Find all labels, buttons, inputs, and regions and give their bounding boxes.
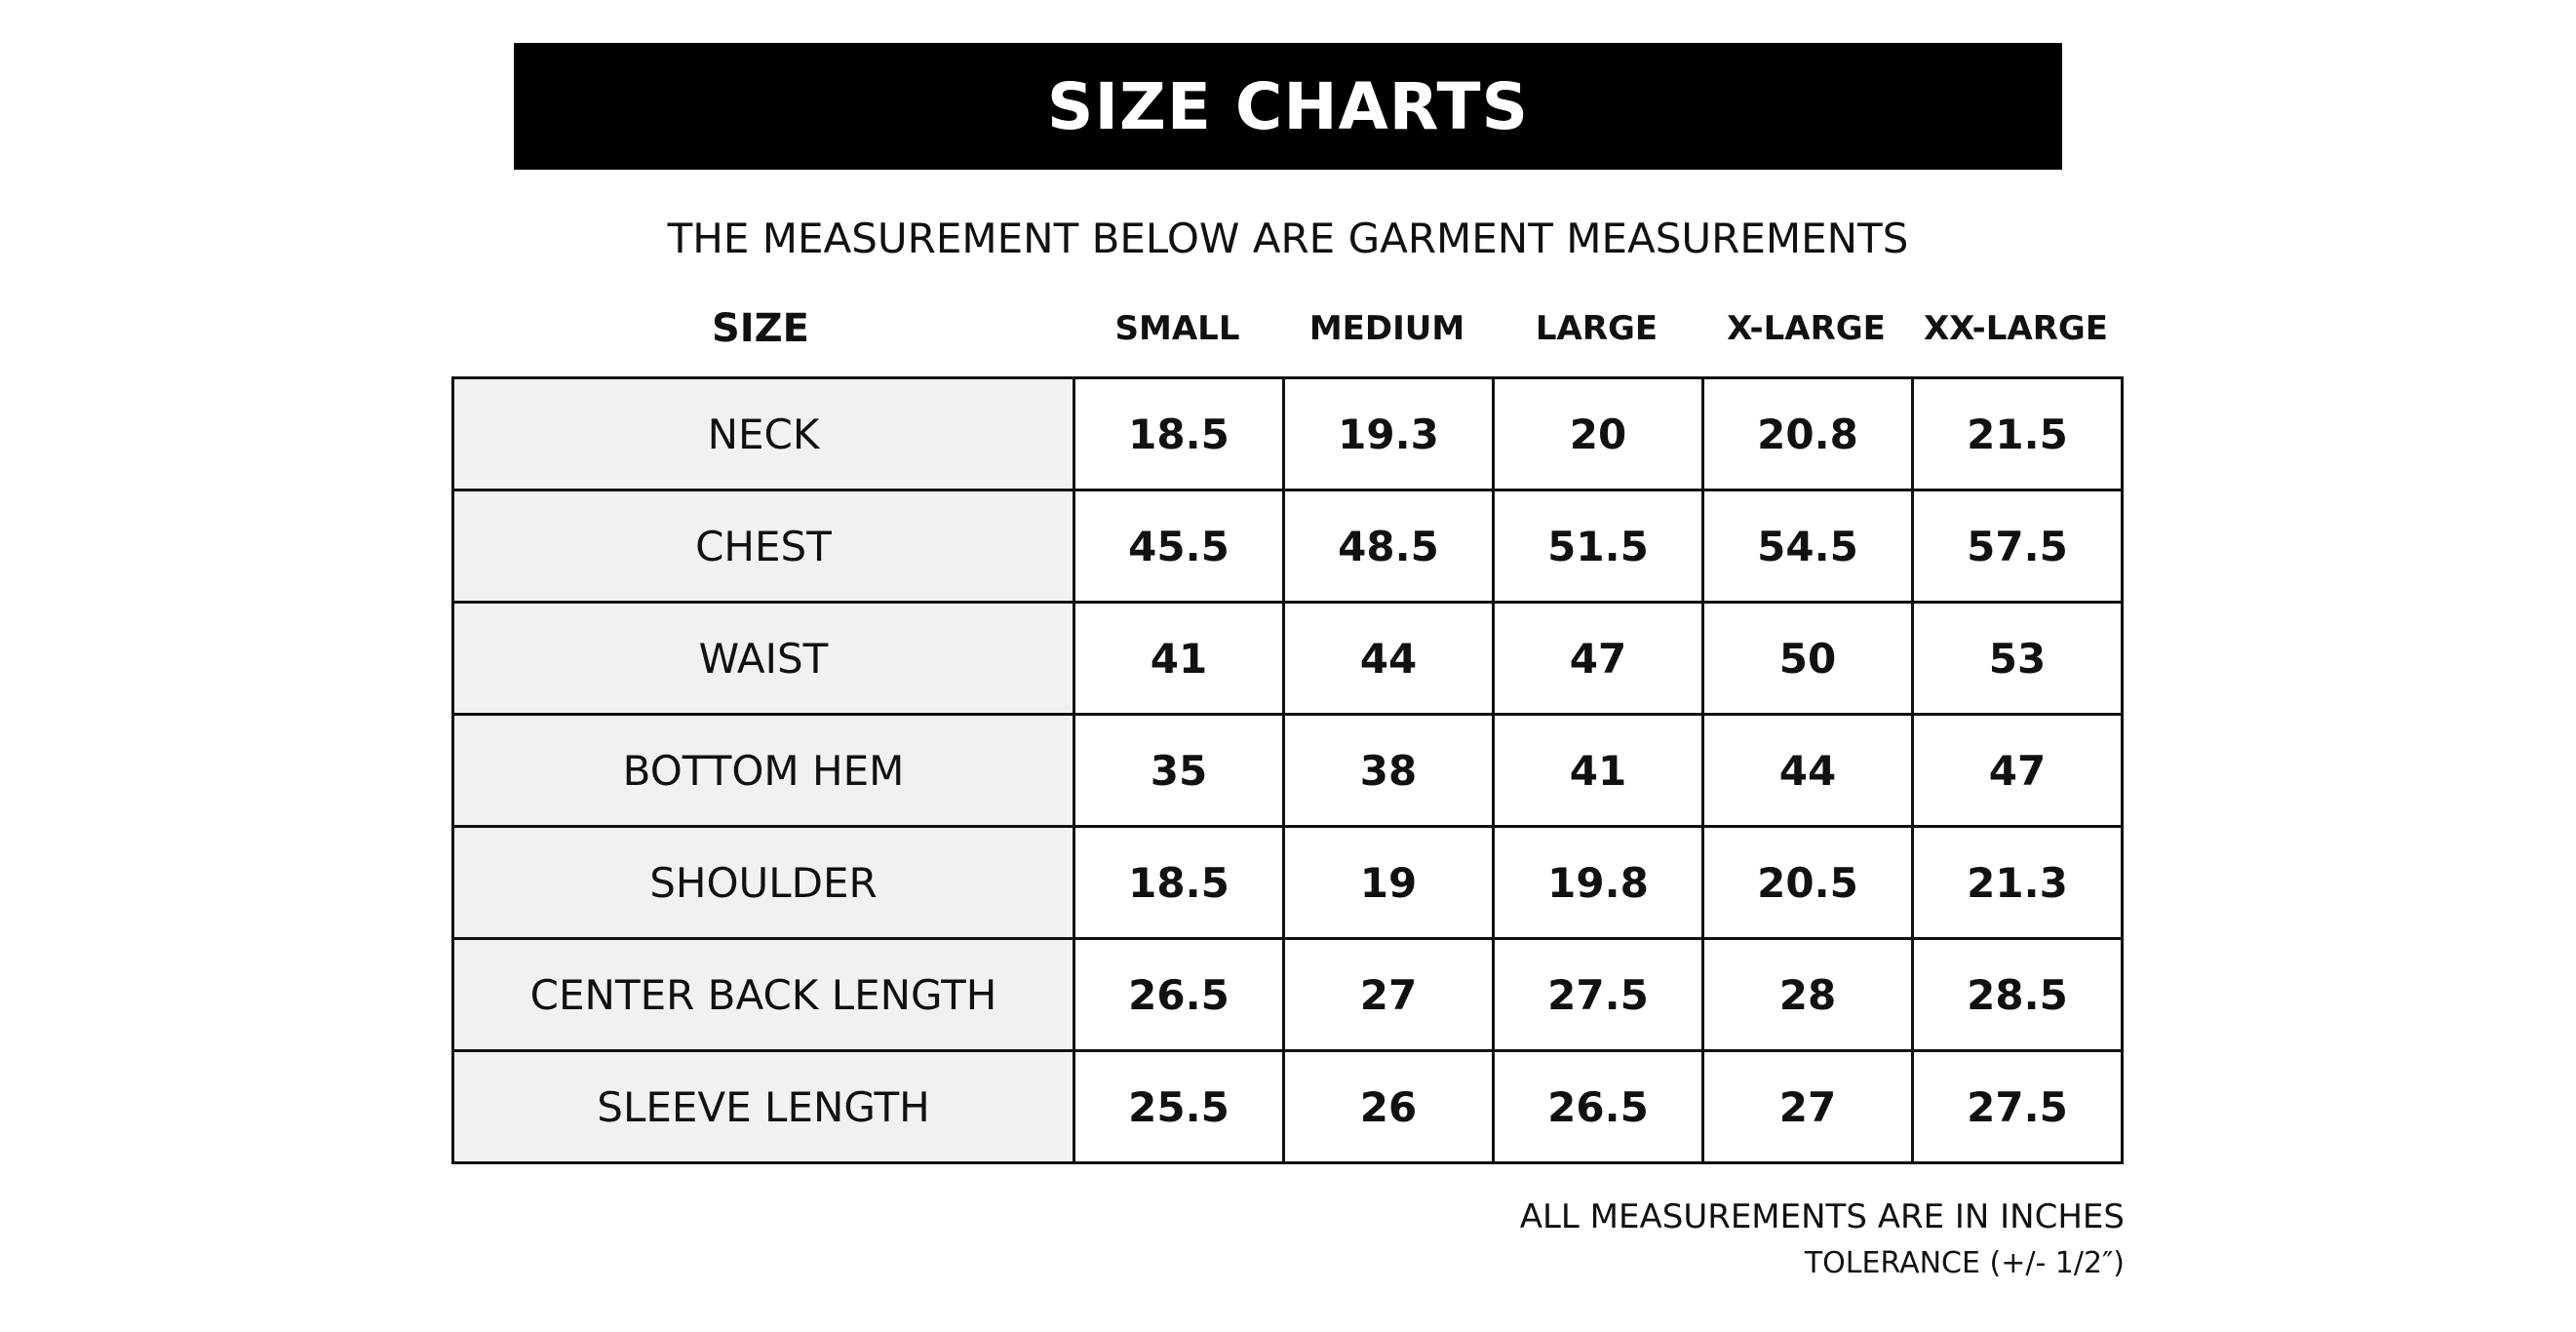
- cell-value: 26: [1282, 1049, 1495, 1164]
- size-header: XX-LARGE: [1923, 309, 2109, 348]
- row-label: NECK: [451, 376, 1075, 491]
- row-label: CHEST: [451, 489, 1075, 604]
- cell-value: 27.5: [1492, 937, 1704, 1052]
- cell-value: 44: [1282, 601, 1495, 716]
- cell-value: 48.5: [1282, 489, 1495, 604]
- cell-value: 25.5: [1073, 1049, 1285, 1164]
- size-header: LARGE: [1535, 309, 1659, 348]
- cell-value: 28: [1701, 937, 1914, 1052]
- table-row: CENTER BACK LENGTH 26.5 27 27.5 28 28.5: [451, 937, 2124, 1052]
- note: TOLERANCE (+/- 1/2″): [1804, 1246, 2125, 1280]
- size-table: NECK 18.5 19.3 20 20.8 21.5 CHEST 45.5 48.5 51.5 5…: [451, 376, 2124, 1164]
- cell-value: 44: [1701, 713, 1914, 828]
- table-row: SHOULDER 18.5 19 19.8 20.5 21.3: [451, 825, 2124, 940]
- cell-value: 47: [1492, 601, 1704, 716]
- table-row: NECK 18.5 19.3 20 20.8 21.5: [451, 376, 2124, 491]
- cell-value: 50: [1701, 601, 1914, 716]
- cell-value: 27: [1701, 1049, 1914, 1164]
- cell-value: 18.5: [1073, 376, 1285, 491]
- cell-value: 28.5: [1911, 937, 2124, 1052]
- note: ALL MEASUREMENTS ARE IN INCHES: [1519, 1197, 2125, 1236]
- subtitle: THE MEASUREMENT BELOW ARE GARMENT MEASUR…: [667, 215, 1909, 262]
- cell-value: 27.5: [1911, 1049, 2124, 1164]
- cell-value: 19.8: [1492, 825, 1704, 940]
- size-header: MEDIUM: [1308, 309, 1465, 348]
- table-body: NECK 18.5 19.3 20 20.8 21.5 CHEST 45.5 48.5 51.5 5…: [451, 376, 2124, 1164]
- cell-value: 20.8: [1701, 376, 1914, 491]
- cell-value: 19.3: [1282, 376, 1495, 491]
- table-row: CHEST 45.5 48.5 51.5 54.5 57.5: [451, 489, 2124, 604]
- cell-value: 21.5: [1911, 376, 2124, 491]
- title-banner: SIZE CHARTS: [514, 43, 2062, 170]
- table-row: BOTTOM HEM 35 38 41 44 47: [451, 713, 2124, 828]
- cell-value: 19: [1282, 825, 1495, 940]
- cell-value: 27: [1282, 937, 1495, 1052]
- cell-value: 57.5: [1911, 489, 2124, 604]
- cell-value: 54.5: [1701, 489, 1914, 604]
- cell-value: 45.5: [1073, 489, 1285, 604]
- row-label: SLEEVE LENGTH: [451, 1049, 1075, 1164]
- cell-value: 21.3: [1911, 825, 2124, 940]
- cell-value: 53: [1911, 601, 2124, 716]
- cell-value: 26.5: [1492, 1049, 1704, 1164]
- cell-value: 51.5: [1492, 489, 1704, 604]
- row-label: CENTER BACK LENGTH: [451, 937, 1075, 1052]
- cell-value: 38: [1282, 713, 1495, 828]
- size-header: SMALL: [1114, 309, 1240, 348]
- cell-value: 35: [1073, 713, 1285, 828]
- row-label: WAIST: [451, 601, 1075, 716]
- cell-value: 20: [1492, 376, 1704, 491]
- cell-value: 47: [1911, 713, 2124, 828]
- cell-value: 41: [1492, 713, 1704, 828]
- table-row: SLEEVE LENGTH 25.5 26 26.5 27 27.5: [451, 1049, 2124, 1164]
- title: SIZE CHARTS: [1046, 68, 1530, 144]
- row-label: BOTTOM HEM: [451, 713, 1075, 828]
- row-label: SHOULDER: [451, 825, 1075, 940]
- cell-value: 20.5: [1701, 825, 1914, 940]
- cell-value: 26.5: [1073, 937, 1285, 1052]
- table-row: WAIST 41 44 47 50 53: [451, 601, 2124, 716]
- cell-value: 41: [1073, 601, 1285, 716]
- header-label: SIZE: [711, 306, 810, 351]
- size-header: X-LARGE: [1727, 309, 1886, 348]
- cell-value: 18.5: [1073, 825, 1285, 940]
